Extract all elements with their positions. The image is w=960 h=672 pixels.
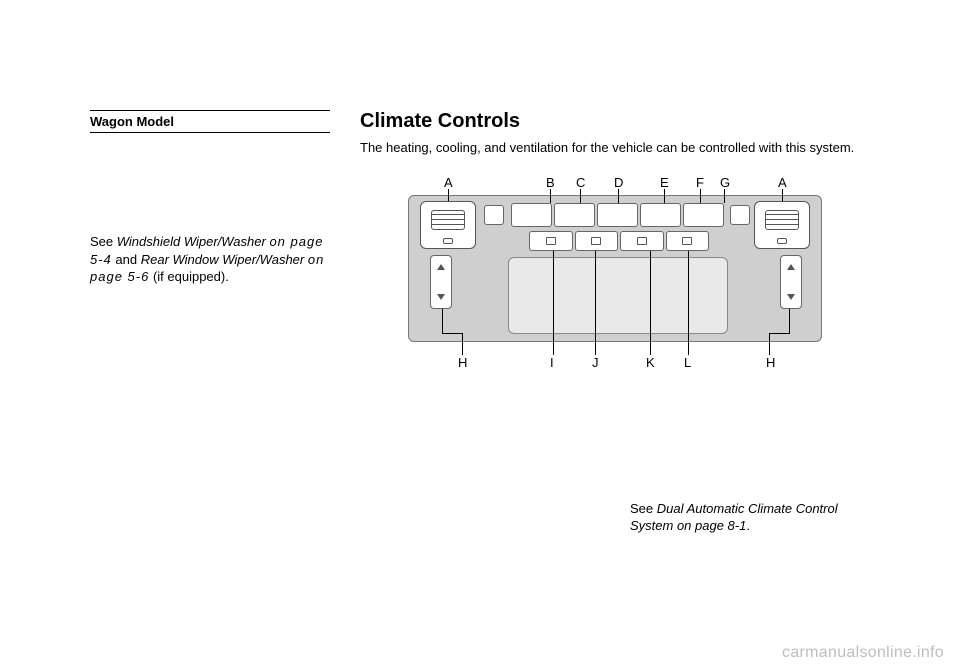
leader-line: [618, 189, 619, 203]
text: (if equipped).: [149, 269, 229, 284]
page: Wagon Model See Windshield Wiper/Washer …: [0, 0, 960, 565]
climate-control-diagram: A B C D E F G A H I J K L H: [360, 169, 870, 374]
diagram-label-g: G: [720, 175, 730, 190]
mode-btn-icon: [620, 231, 664, 251]
leader-line: [724, 189, 725, 203]
text: .: [746, 518, 750, 533]
diagram-label-b: B: [546, 175, 555, 190]
see-windshield-text: See Windshield Wiper/Washer on page 5-4 …: [90, 233, 330, 286]
button-row-bottom: [528, 231, 710, 251]
btn-icon: [511, 203, 552, 227]
leader-line: [595, 251, 596, 355]
leader-line: [442, 333, 462, 334]
vent-fins-icon: [431, 210, 465, 230]
section-heading-wagon: Wagon Model: [90, 110, 330, 133]
watermark: carmanualsonline.info: [782, 644, 944, 662]
left-column: Wagon Model See Windshield Wiper/Washer …: [90, 110, 330, 535]
text: and: [112, 252, 141, 267]
leader-line: [442, 309, 443, 333]
mode-btn-icon: [575, 231, 619, 251]
leader-line: [770, 333, 790, 334]
btn-icon: [640, 203, 681, 227]
leader-line: [553, 251, 554, 355]
leader-line: [650, 251, 651, 355]
diagram-label-l: L: [684, 355, 691, 370]
leader-line: [550, 189, 551, 203]
vent-knob-icon: [777, 238, 787, 244]
diagram-label-f: F: [696, 175, 704, 190]
leader-line: [769, 333, 770, 355]
leader-line: [448, 189, 449, 201]
diagram-label-i: I: [550, 355, 554, 370]
diagram-label-a: A: [778, 175, 787, 190]
vent-right: [754, 201, 810, 249]
button-row-top: [510, 203, 725, 227]
vent-knob-icon: [443, 238, 453, 244]
temp-control-left-icon: [430, 255, 452, 309]
diagram-label-d: D: [614, 175, 623, 190]
defrost-button-icon: [730, 205, 750, 225]
diagram-label-h: H: [766, 355, 775, 370]
btn-icon: [683, 203, 724, 227]
ref-dual-climate: Dual Automatic Climate Control System on…: [630, 501, 838, 534]
intro-text: The heating, cooling, and ventilation fo…: [360, 139, 890, 157]
diagram-label-h: H: [458, 355, 467, 370]
diagram-label-e: E: [660, 175, 669, 190]
leader-line: [580, 189, 581, 203]
diagram-label-c: C: [576, 175, 585, 190]
leader-line: [782, 189, 783, 201]
temp-control-right-icon: [780, 255, 802, 309]
leader-line: [789, 309, 790, 333]
btn-icon: [597, 203, 638, 227]
footnote-climate: See Dual Automatic Climate Control Syste…: [630, 500, 880, 535]
recirc-button-icon: [484, 205, 504, 225]
diagram-label-j: J: [592, 355, 599, 370]
leader-line: [664, 189, 665, 203]
mode-btn-icon: [529, 231, 573, 251]
btn-auto-icon: [554, 203, 595, 227]
vent-fins-icon: [765, 210, 799, 230]
diagram-label-k: K: [646, 355, 655, 370]
text: See: [90, 234, 117, 249]
leader-line: [688, 251, 689, 355]
leader-line: [700, 189, 701, 203]
display-area: [508, 257, 728, 334]
ref-rear-washer: Rear Window Wiper/Washer: [141, 252, 308, 267]
right-column: Climate Controls The heating, cooling, a…: [360, 110, 890, 535]
ref-windshield: Windshield Wiper/Washer: [117, 234, 270, 249]
leader-line: [462, 333, 463, 355]
text: See: [630, 501, 657, 516]
mode-btn-icon: [666, 231, 710, 251]
vent-left: [420, 201, 476, 249]
heading-climate-controls: Climate Controls: [360, 110, 890, 133]
diagram-label-a: A: [444, 175, 453, 190]
